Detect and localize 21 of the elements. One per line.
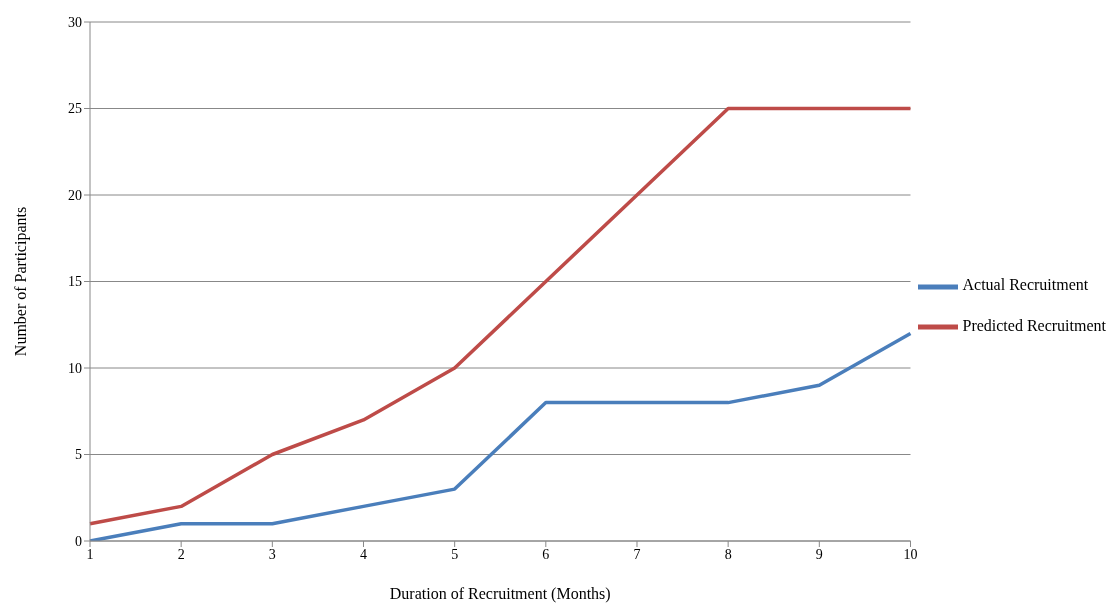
x-tick-label: 4 <box>359 546 367 562</box>
y-tick-label: 25 <box>68 101 82 117</box>
y-tick-label: 20 <box>68 187 82 203</box>
y-tick-label: 5 <box>75 447 82 463</box>
x-tick-label: 7 <box>633 546 641 562</box>
x-tick-label: 9 <box>815 546 823 562</box>
x-tick-label: 5 <box>451 546 459 562</box>
legend-label: Predicted Recruitment <box>962 316 1106 334</box>
y-axis-title: Number of Participants <box>11 206 30 357</box>
y-tick-label: 15 <box>68 274 82 290</box>
x-tick-label: 10 <box>903 546 918 562</box>
x-tick-label: 1 <box>86 546 94 562</box>
legend-label: Actual Recruitment <box>962 276 1089 294</box>
x-tick-label: 3 <box>268 546 276 562</box>
y-tick-label: 30 <box>68 14 82 30</box>
x-tick-label: 2 <box>177 546 185 562</box>
x-tick-label: 6 <box>542 546 550 562</box>
y-tick-label: 10 <box>68 360 82 376</box>
x-axis-title: Duration of Recruitment (Months) <box>389 585 611 603</box>
x-tick-label: 8 <box>724 546 732 562</box>
y-tick-label: 0 <box>75 533 82 549</box>
